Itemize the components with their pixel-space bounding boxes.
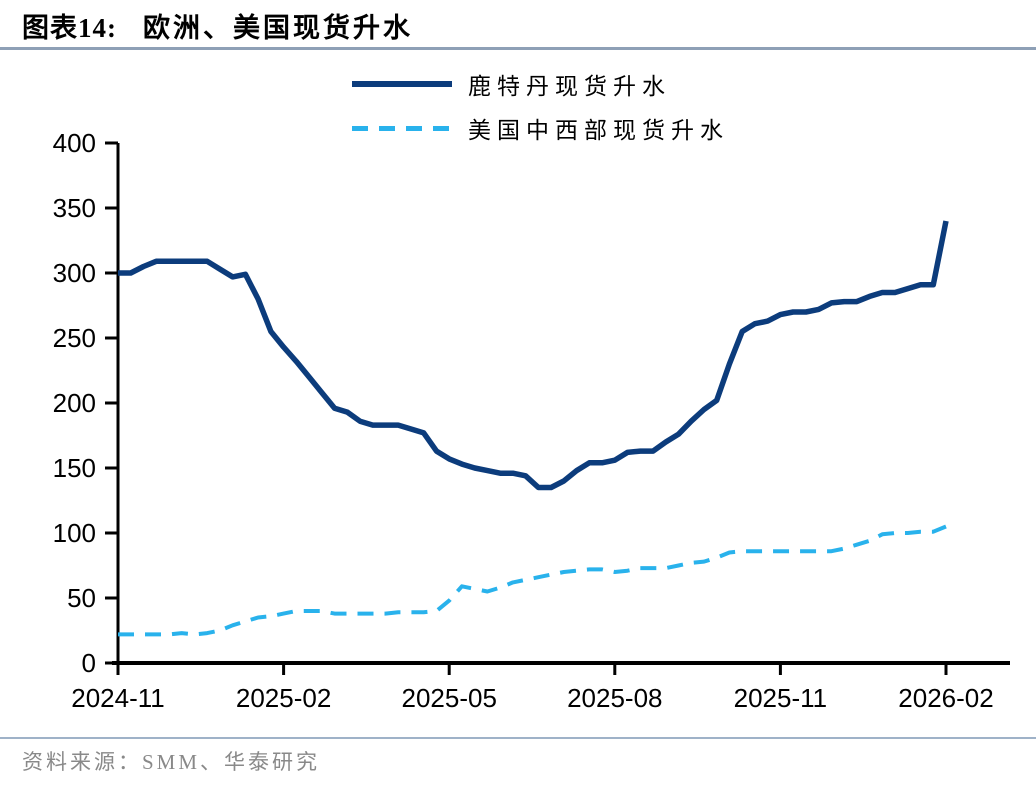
title-divider-rule bbox=[0, 47, 1036, 50]
legend-label-rotterdam: 鹿特丹现货升水 bbox=[468, 74, 671, 99]
legend-item-rotterdam: 鹿特丹现货升水 bbox=[352, 67, 729, 101]
footer-divider-rule bbox=[0, 737, 1036, 739]
legend-item-midwest: 美国中西部现货升水 bbox=[352, 111, 729, 145]
x-tick-label: 2025-02 bbox=[236, 683, 331, 713]
y-tick-label: 350 bbox=[53, 193, 96, 223]
y-tick-label: 400 bbox=[53, 128, 96, 158]
figure-number: 图表14: bbox=[22, 13, 117, 43]
x-tick-label: 2024-11 bbox=[71, 683, 165, 713]
x-tick-label: 2025-11 bbox=[734, 683, 828, 713]
y-tick-label: 100 bbox=[53, 518, 96, 548]
source-note: 资料来源：SMM、华泰研究 bbox=[22, 750, 321, 774]
legend-label-midwest: 美国中西部现货升水 bbox=[468, 118, 729, 143]
y-tick-label: 250 bbox=[53, 323, 96, 353]
x-tick-label: 2025-08 bbox=[567, 683, 662, 713]
x-tick-label: 2025-05 bbox=[401, 683, 496, 713]
y-tick-label: 50 bbox=[67, 583, 96, 613]
y-tick-label: 150 bbox=[53, 453, 96, 483]
series-line-midwest bbox=[118, 524, 947, 637]
series-line-rotterdam bbox=[118, 220, 949, 491]
legend-line-swatch-dashed bbox=[352, 125, 452, 131]
y-tick-label: 0 bbox=[82, 648, 96, 678]
figure-title-text: 欧洲、美国现货升水 bbox=[143, 13, 413, 43]
chart-legend: 鹿特丹现货升水 美国中西部现货升水 bbox=[352, 67, 729, 145]
y-tick-label: 200 bbox=[53, 388, 96, 418]
x-tick-label: 2026-02 bbox=[898, 683, 993, 713]
legend-line-swatch-solid bbox=[352, 81, 452, 87]
figure-title: 图表14: 欧洲、美国现货升水 bbox=[22, 6, 413, 45]
y-tick-label: 300 bbox=[53, 258, 96, 288]
